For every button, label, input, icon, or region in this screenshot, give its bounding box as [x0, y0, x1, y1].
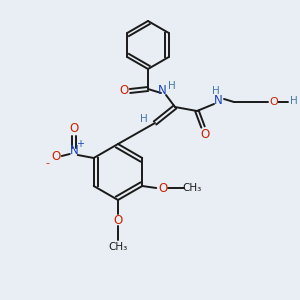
Text: O: O	[51, 149, 60, 163]
Text: O: O	[119, 85, 129, 98]
Text: O: O	[113, 214, 123, 226]
Text: -: -	[46, 158, 50, 168]
Text: O: O	[200, 128, 210, 140]
Text: H: H	[140, 114, 148, 124]
Text: N: N	[158, 83, 166, 97]
Text: N: N	[69, 145, 78, 158]
Text: +: +	[76, 139, 84, 149]
Text: N: N	[214, 94, 222, 107]
Text: H: H	[212, 86, 220, 96]
Text: O: O	[69, 122, 78, 136]
Text: O: O	[159, 182, 168, 194]
Text: CH₃: CH₃	[183, 183, 202, 193]
Text: H: H	[290, 96, 298, 106]
Text: H: H	[168, 81, 176, 91]
Text: O: O	[270, 97, 278, 107]
Text: CH₃: CH₃	[108, 242, 128, 252]
